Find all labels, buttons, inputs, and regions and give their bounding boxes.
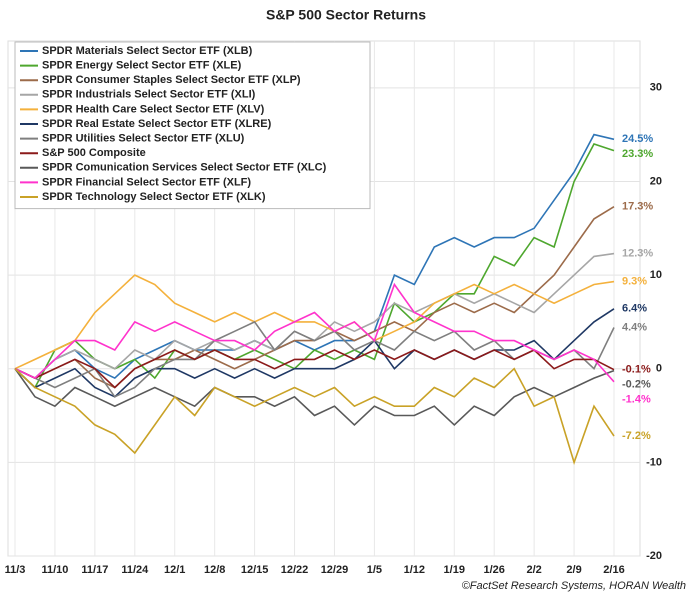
data-label: 6.4% xyxy=(622,303,647,315)
series-line xyxy=(14,368,615,426)
y-tick-label: 30 xyxy=(650,82,662,94)
data-label: -0.2% xyxy=(622,379,651,391)
legend-box xyxy=(14,41,371,210)
series-line xyxy=(14,367,615,465)
data-label: 9.3% xyxy=(622,276,647,288)
x-tick-label: 12/8 xyxy=(204,564,225,576)
data-label: 12.3% xyxy=(622,247,653,259)
x-tick-label: 1/19 xyxy=(444,564,465,576)
x-tick-label: 12/15 xyxy=(241,564,269,576)
data-label: -7.2% xyxy=(622,430,651,442)
x-tick-label: 2/16 xyxy=(603,564,624,576)
legend: SPDR Materials Select Sector ETF (XLB) SP… xyxy=(14,41,371,210)
legend-label: SPDR Industrials Select Sector ETF (XLI) xyxy=(42,89,256,101)
series-line xyxy=(14,349,615,389)
legend-label: SPDR Comunication Services Select Sector… xyxy=(42,162,327,174)
data-label: 23.3% xyxy=(622,148,653,160)
x-tick-label: 11/24 xyxy=(121,564,149,576)
legend-label: SPDR Technology Select Sector ETF (XLK) xyxy=(42,191,266,203)
x-tick-label: 12/1 xyxy=(164,564,185,576)
x-tick-label: 12/29 xyxy=(321,564,349,576)
x-tick-label: 2/9 xyxy=(566,564,581,576)
x-tick-label: 2/2 xyxy=(526,564,541,576)
x-tick-label: 1/5 xyxy=(367,564,382,576)
y-tick-label: 20 xyxy=(650,175,662,187)
legend-label: SPDR Energy Select Sector ETF (XLE) xyxy=(42,60,242,72)
legend-label: S&P 500 Composite xyxy=(42,147,146,159)
legend-label: SPDR Health Care Select Sector ETF (XLV) xyxy=(42,103,265,115)
legend-label: SPDR Real Estate Select Sector ETF (XLRE… xyxy=(42,118,272,130)
x-tick-label: 11/3 xyxy=(5,564,26,576)
x-tick-label: 11/10 xyxy=(41,564,68,576)
series-line xyxy=(14,274,615,370)
series-line xyxy=(14,282,615,383)
source: ©FactSet Research Systems, HORAN Wealth xyxy=(462,580,686,592)
x-tick-label: 11/17 xyxy=(81,564,108,576)
legend-label: SPDR Consumer Staples Select Sector ETF … xyxy=(42,74,301,86)
legend-label: SPDR Materials Select Sector ETF (XLB) xyxy=(42,45,253,57)
legend-label: SPDR Financial Select Sector ETF (XLF) xyxy=(42,176,251,188)
data-label: 24.5% xyxy=(622,133,653,145)
y-tick-label: -10 xyxy=(646,456,662,468)
legend-label: SPDR Utilities Select Sector ETF (XLU) xyxy=(42,133,245,145)
y-tick-label: 10 xyxy=(650,269,662,281)
data-label: 4.4% xyxy=(622,321,647,333)
data-label: -0.1% xyxy=(622,364,651,376)
y-tick-label: 0 xyxy=(656,363,662,375)
y-tick-label: -20 xyxy=(646,550,662,562)
chart-title: S&P 500 Sector Returns xyxy=(266,7,426,23)
data-label: -1.4% xyxy=(622,394,651,406)
x-tick-label: 1/26 xyxy=(483,564,504,576)
x-tick-label: 12/22 xyxy=(281,564,309,576)
x-tick-label: 1/12 xyxy=(404,564,425,576)
data-label: 17.3% xyxy=(622,201,653,213)
